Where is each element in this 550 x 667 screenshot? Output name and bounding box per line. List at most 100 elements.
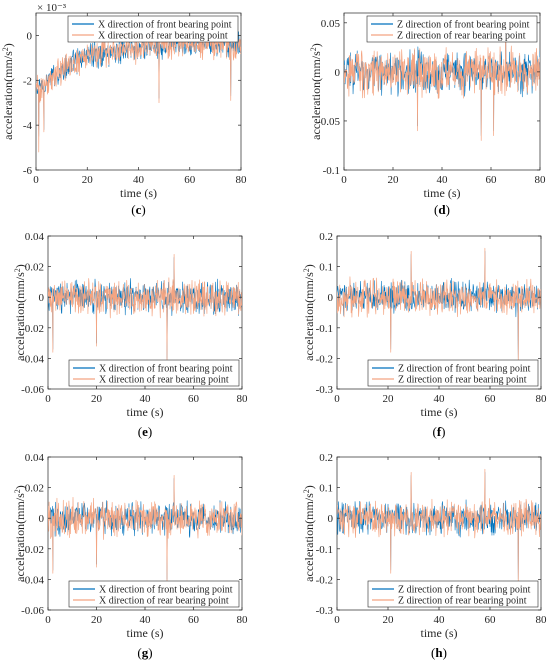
chart-panel-g: 0 20 40 60 80 -0.06 -0.04 -0.02 0 0.02 0.04 time (s… — [13, 452, 249, 660]
x-tick-label: 80 — [236, 174, 248, 186]
y-axis-label: acceleration(mm/s2) — [302, 485, 317, 582]
y-tick-label: -0.3 — [316, 605, 334, 617]
chart-panel-e: 0 20 40 60 80 -0.06 -0.04 -0.02 0 0.02 0.04 time (s… — [13, 231, 249, 439]
x-tick-label: 80 — [237, 393, 249, 405]
y-tick-label: 0 — [39, 292, 45, 304]
y-tick-label: 0 — [27, 30, 33, 42]
y-tick-label: -2 — [23, 75, 32, 87]
legend-label: Z direction of front bearing point — [397, 20, 530, 31]
chart-panel-d: 0 20 40 60 80 -0.1 -0.05 0 0.05 time (s) accelerat… — [309, 12, 547, 217]
series-line-rear — [48, 475, 242, 583]
panel-caption: (c) — [131, 202, 145, 217]
chart-panel-f: 0 20 40 60 80 -0.3 -0.2 -0.1 0 0.1 0.2 time (s) acce… — [302, 231, 548, 439]
x-tick-label: 0 — [33, 174, 39, 186]
y-tick-label: 0.04 — [25, 452, 45, 464]
panel-caption: (h) — [431, 645, 447, 660]
legend-box — [367, 580, 539, 608]
x-tick-label: 20 — [91, 393, 103, 405]
y-tick-label: -6 — [23, 165, 33, 177]
series-group — [344, 17, 540, 141]
x-tick-label: 40 — [140, 393, 152, 405]
x-tick-label: 0 — [334, 393, 340, 405]
x-axis-label: time (s) — [127, 626, 164, 640]
y-axis-label: acceleration(mm/s2) — [302, 264, 317, 361]
legend-box — [68, 359, 240, 387]
legend-label: Z direction of rear bearing point — [398, 375, 527, 386]
x-tick-label: 20 — [91, 614, 103, 626]
x-tick-label: 20 — [383, 393, 395, 405]
series-group — [337, 247, 541, 362]
x-tick-label: 0 — [341, 174, 347, 186]
y-tick-label: -0.02 — [21, 323, 44, 335]
x-tick-label: 80 — [535, 174, 547, 186]
series-line-rear — [337, 247, 541, 362]
y-axis-label: acceleration(mm/s2) — [13, 264, 28, 361]
legend-box — [367, 359, 539, 387]
x-tick-label: 0 — [334, 614, 340, 626]
x-tick-label: 60 — [188, 393, 200, 405]
panel-caption: (d) — [434, 202, 450, 217]
y-tick-label: -0.04 — [21, 353, 44, 365]
y-tick-label: -0.3 — [316, 384, 334, 396]
y-tick-label: -0.06 — [21, 605, 44, 617]
x-axis-label: time (s) — [424, 186, 461, 200]
x-axis-label: time (s) — [421, 626, 458, 640]
y-tick-label: 0.02 — [25, 262, 44, 274]
x-tick-label: 20 — [82, 174, 94, 186]
x-tick-label: 0 — [45, 614, 51, 626]
y-tick-label: 0.04 — [25, 231, 45, 243]
y-tick-label: -0.1 — [316, 544, 333, 556]
panel-caption: (f) — [432, 424, 445, 439]
legend-label: X direction of rear bearing point — [99, 596, 229, 607]
x-tick-label: 40 — [133, 174, 145, 186]
legend-label: Z direction of rear bearing point — [398, 596, 527, 607]
x-tick-label: 20 — [383, 614, 395, 626]
series-group — [48, 254, 242, 362]
y-tick-label: -0.1 — [323, 165, 340, 177]
x-tick-label: 80 — [237, 614, 249, 626]
y-tick-label: 0.2 — [319, 452, 333, 464]
legend-box — [67, 15, 239, 43]
y-axis-label: acceleration(mm/s2) — [309, 43, 324, 140]
series-group — [48, 475, 242, 583]
legend-label: X direction of rear bearing point — [99, 375, 229, 386]
y-tick-label: -4 — [23, 120, 33, 132]
y-tick-label: -0.04 — [21, 574, 44, 586]
series-line-rear — [337, 468, 541, 583]
chart-panel-h: 0 20 40 60 80 -0.3 -0.2 -0.1 0 0.1 0.2 time (s) acce… — [302, 452, 548, 660]
legend-label: X direction of front bearing point — [98, 20, 232, 31]
legend-label: X direction of rear bearing point — [98, 31, 228, 42]
series-line-rear — [36, 28, 241, 153]
y-tick-label: 0 — [335, 67, 341, 79]
legend-box — [68, 580, 240, 608]
legend-label: Z direction of front bearing point — [398, 585, 531, 596]
x-tick-label: 40 — [437, 174, 449, 186]
series-line-rear — [48, 254, 242, 362]
x-tick-label: 60 — [184, 174, 196, 186]
y-tick-label: 0 — [39, 513, 45, 525]
x-tick-label: 60 — [485, 614, 497, 626]
y-tick-label: -0.05 — [317, 116, 340, 128]
legend-label: Z direction of front bearing point — [398, 364, 531, 375]
y-tick-label: 0 — [328, 513, 334, 525]
x-tick-label: 80 — [536, 614, 548, 626]
y-tick-label: 0.2 — [319, 231, 333, 243]
x-axis-label: time (s) — [421, 405, 458, 419]
legend-label: Z direction of rear bearing point — [397, 31, 526, 42]
x-tick-label: 40 — [434, 614, 446, 626]
series-group — [36, 28, 241, 153]
y-axis-label: acceleration(mm/s2) — [13, 485, 28, 582]
series-group — [337, 468, 541, 583]
chart-panel-c: 0 20 40 60 80 -6 -4 -2 0 × 10⁻³ time (s) accelerati… — [1, 2, 248, 217]
legend-label: X direction of front bearing point — [99, 364, 233, 375]
x-axis-label: time (s) — [120, 186, 157, 200]
x-tick-label: 60 — [485, 393, 497, 405]
panel-caption: (g) — [137, 645, 152, 660]
